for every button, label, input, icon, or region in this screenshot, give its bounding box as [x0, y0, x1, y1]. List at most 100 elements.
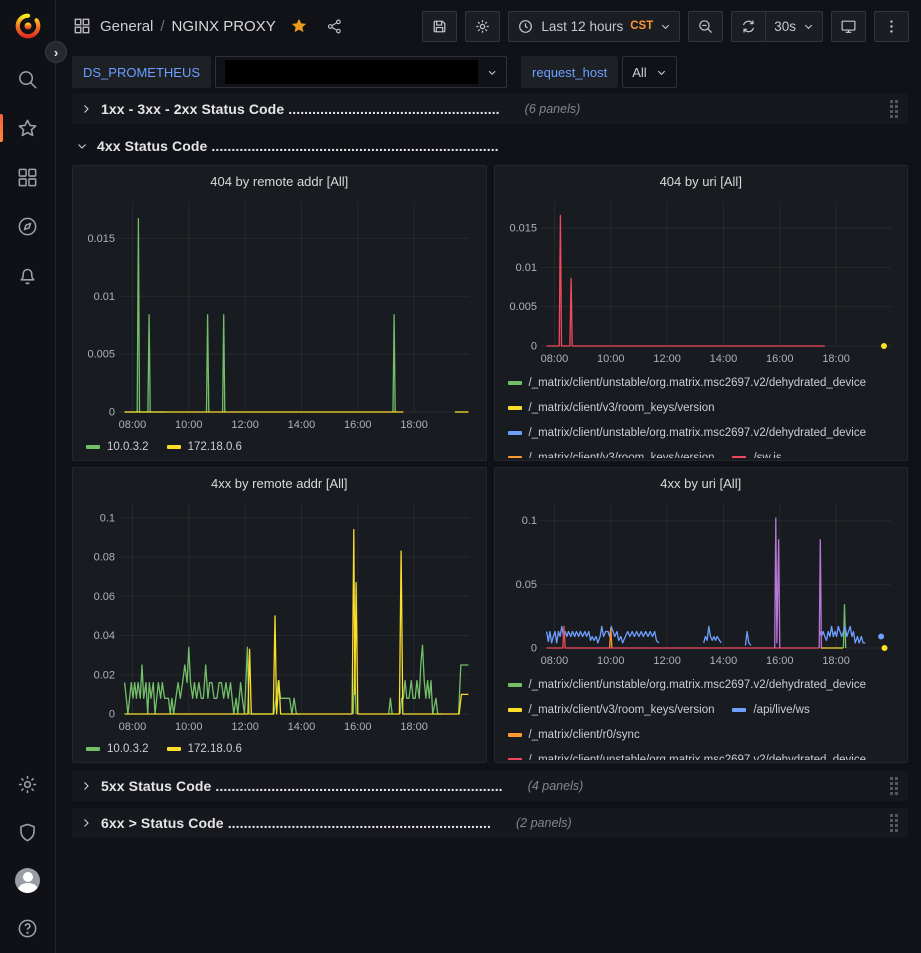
svg-text:14:00: 14:00: [288, 721, 316, 733]
more-options-button[interactable]: [874, 10, 909, 42]
sidebar-item-dashboards[interactable]: [0, 164, 56, 190]
sidebar-item-search[interactable]: [0, 66, 56, 92]
time-range-picker[interactable]: Last 12 hours CST: [508, 10, 681, 42]
panel-title[interactable]: 404 by remote addr [All]: [210, 173, 349, 189]
sidebar-expand-button[interactable]: ›: [45, 41, 67, 63]
legend-item[interactable]: /_matrix/client/r0/sync: [507, 727, 640, 742]
legend-item[interactable]: 10.0.3.2: [86, 439, 149, 454]
legend-series-label: /_matrix/client/unstable/org.matrix.msc2…: [528, 426, 867, 439]
variable-value-dropdown[interactable]: [215, 56, 508, 88]
time-series-chart[interactable]: 0 0.005 0.01 0.015 08:00 10:00 12:00 14:00 16:00…: [504, 196, 896, 368]
legend-item[interactable]: /api/live/ws: [732, 702, 810, 717]
share-button[interactable]: [326, 18, 343, 35]
legend-series-swatch: [732, 455, 747, 458]
time-series-chart[interactable]: 0 0.005 0.01 0.015 08:00 10:00 12:00 14:00 16:00…: [82, 196, 474, 434]
sidebar-item-starred[interactable]: [0, 114, 56, 142]
panel-header[interactable]: 404 by uri [All]: [495, 166, 908, 196]
legend-series-label: /_matrix/client/v3/room_keys/version: [528, 703, 715, 716]
legend-series-label: /sw.js: [753, 451, 782, 459]
time-series-chart[interactable]: 0 0.02 0.04 0.06 0.08 0.1 08:00 10:00 12:00 14:00…: [82, 498, 474, 736]
zoom-out-button[interactable]: [688, 10, 724, 42]
variable-request-host: request_host All: [521, 56, 677, 88]
legend-item[interactable]: /_matrix/client/unstable/org.matrix.msc2…: [507, 375, 866, 390]
legend-series-swatch: [166, 746, 181, 751]
panel-body: 0 0.005 0.01 0.015 08:00 10:00 12:00 14:00 16:00…: [73, 196, 486, 460]
variable-label[interactable]: request_host: [521, 56, 619, 88]
breadcrumb-folder[interactable]: General: [100, 17, 154, 35]
row-title: 1xx - 3xx - 2xx Status Code: [101, 101, 289, 117]
chevron-down-icon: [488, 70, 496, 75]
time-series-chart[interactable]: 0 0.05 0.1 08:00 10:00 12:00 14:00 16:00 18:00: [504, 498, 896, 670]
row-title: 6xx > Status Code: [101, 815, 228, 831]
panel-title[interactable]: 404 by uri [All]: [659, 173, 742, 189]
legend-series-swatch: [732, 707, 747, 712]
legend-item[interactable]: /_matrix/client/unstable/org.matrix.msc2…: [507, 752, 866, 760]
row-panel-count: (6 panels): [524, 102, 581, 116]
svg-text:16:00: 16:00: [344, 419, 372, 431]
legend-item[interactable]: 10.0.3.2: [86, 741, 149, 756]
timezone-label: CST: [630, 20, 654, 32]
refresh-interval-picker[interactable]: 30s: [765, 10, 823, 42]
chevron-down-icon: [662, 24, 670, 29]
legend-series-swatch: [86, 746, 100, 751]
panel-title[interactable]: 4xx by uri [All]: [660, 475, 742, 491]
legend-series-label: /_matrix/client/v3/room_keys/version: [528, 401, 715, 414]
sidebar-item-alerting[interactable]: [0, 262, 56, 288]
refresh-button[interactable]: [731, 10, 766, 42]
legend-series-label: 10.0.3.2: [107, 742, 149, 755]
sidebar-item-help[interactable]: [0, 915, 56, 941]
panel-2: 404 by uri [All] 0 0.005 0.01 0.015 08:00 10:0…: [493, 165, 908, 461]
row-leader-dots: ........................................…: [211, 138, 499, 154]
chevron-right-icon: [84, 782, 89, 790]
favorite-star-button[interactable]: [290, 17, 308, 35]
legend-series-swatch: [507, 707, 522, 712]
panel-header[interactable]: 4xx by uri [All]: [495, 468, 908, 498]
sidebar-item-profile[interactable]: [0, 867, 56, 893]
row-drag-handle[interactable]: [888, 812, 900, 834]
row-4xx[interactable]: 4xx Status Code ........................…: [72, 131, 908, 161]
legend-item[interactable]: /_matrix/client/unstable/org.matrix.msc2…: [507, 677, 866, 692]
sidebar-item-explore[interactable]: [0, 213, 56, 239]
panel-header[interactable]: 404 by remote addr [All]: [73, 166, 486, 196]
legend-series-label: 172.18.0.6: [187, 742, 242, 755]
refresh-icon: [743, 20, 755, 32]
row-6xx[interactable]: 6xx > Status Code ......................…: [72, 808, 908, 838]
row-5xx[interactable]: 5xx Status Code ........................…: [72, 771, 908, 801]
legend-item[interactable]: /_matrix/client/v3/room_keys/version: [507, 702, 715, 717]
legend-series-label: 10.0.3.2: [107, 440, 149, 453]
legend-item[interactable]: /_matrix/client/unstable/org.matrix.msc2…: [507, 425, 867, 440]
variable-value-dropdown[interactable]: All: [622, 56, 677, 88]
sidebar-item-server-admin[interactable]: [0, 819, 56, 845]
svg-text:0.06: 0.06: [94, 591, 115, 603]
legend-series-label: 172.18.0.6: [187, 440, 242, 453]
redacted-value: [225, 60, 478, 84]
legend-item[interactable]: /_matrix/client/v3/room_keys/version: [507, 400, 715, 415]
svg-text:14:00: 14:00: [709, 353, 737, 365]
legend-series-swatch: [507, 430, 522, 435]
tv-mode-button[interactable]: [831, 10, 866, 42]
row-drag-handle[interactable]: [888, 98, 900, 120]
svg-text:14:00: 14:00: [288, 419, 316, 431]
sidebar: [0, 0, 56, 953]
panel-legend: 10.0.3.2 172.18.0.6: [82, 434, 477, 460]
legend-item[interactable]: /_matrix/client/v3/room_keys/version: [507, 450, 714, 458]
svg-text:0.1: 0.1: [100, 512, 115, 524]
panel-header[interactable]: 4xx by remote addr [All]: [73, 468, 486, 498]
grafana-logo-icon[interactable]: [14, 12, 42, 40]
dashboard-settings-button[interactable]: [465, 10, 501, 42]
panel-title[interactable]: 4xx by remote addr [All]: [210, 475, 348, 491]
gear-icon: [18, 775, 37, 793]
legend-item[interactable]: 172.18.0.6: [166, 741, 242, 756]
legend-item[interactable]: /sw.js: [732, 450, 782, 459]
save-dashboard-button[interactable]: [422, 10, 458, 42]
svg-text:0: 0: [109, 407, 115, 419]
dashboards-grid-icon: [18, 168, 37, 186]
dashboard-canvas: 1xx - 3xx - 2xx Status Code ............…: [57, 92, 921, 838]
sidebar-item-settings[interactable]: [0, 771, 56, 797]
row-drag-handle[interactable]: [888, 775, 900, 797]
dashboard-title: NGINX PROXY: [171, 17, 276, 35]
row-1xx-3xx-2xx[interactable]: 1xx - 3xx - 2xx Status Code ............…: [72, 94, 908, 124]
legend-item[interactable]: 172.18.0.6: [166, 439, 242, 454]
variable-label[interactable]: DS_PROMETHEUS: [72, 56, 212, 88]
svg-text:0: 0: [530, 643, 536, 655]
